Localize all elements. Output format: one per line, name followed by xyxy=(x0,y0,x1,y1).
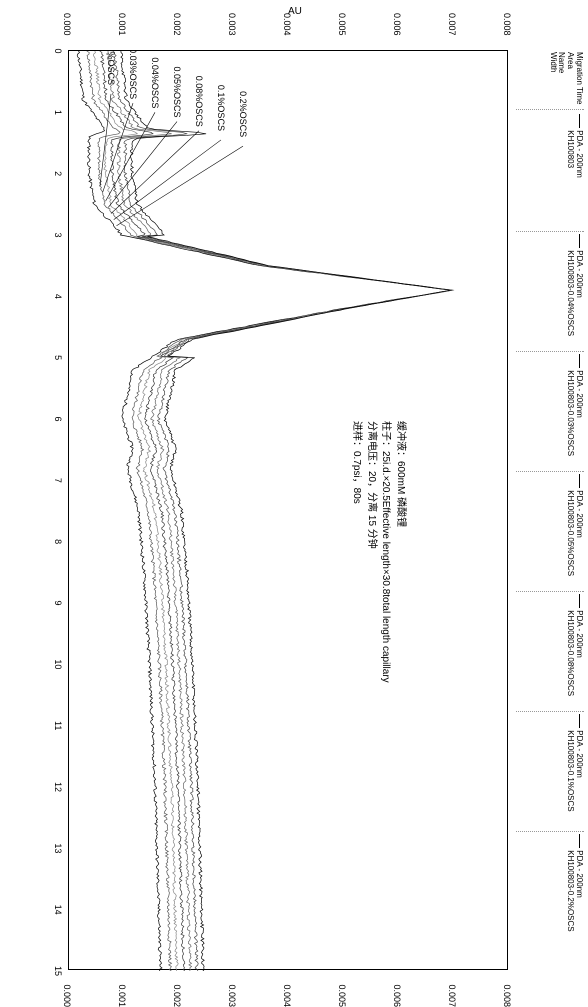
plot-svg: 0.2%OSCS 0.1%OSCS 0.08%OSCS 0.05%OSCS 0.04%O… xyxy=(67,51,507,971)
parameter-box: 缓冲液：600mM 磷酸锂 柱子：25i.d.×20.5Effective le… xyxy=(349,421,407,683)
x-tick-label: 1 xyxy=(53,110,63,115)
x-tick-label: 7 xyxy=(53,478,63,483)
y-tick-label-right: 0.006 xyxy=(392,984,402,1007)
x-tick-label: 0 xyxy=(53,48,63,53)
callout-label: 0.08%OSCS xyxy=(194,76,204,127)
callout-label: 0.04%OSCS xyxy=(150,57,160,108)
x-tick-label: 9 xyxy=(53,600,63,605)
meta-line: Migration Time xyxy=(574,52,583,107)
y-tick-label-left: 0.003 xyxy=(227,13,237,36)
meta-line: Width xyxy=(548,52,557,107)
legend-meta-left: Migration Time Area Name Width xyxy=(516,50,584,110)
y-tick-label-right: 0.002 xyxy=(172,984,182,1007)
legend-strip: Migration Time Area Name Width PDA - 200… xyxy=(514,50,584,970)
param-line: 缓冲液：600mM 磷酸锂 xyxy=(393,421,408,683)
y-tick-label-left: 0.007 xyxy=(447,13,457,36)
y-tick-label-right: 0.004 xyxy=(282,984,292,1007)
y-tick-label-left: 0.000 xyxy=(62,13,72,36)
param-line: 柱子：25i.d.×20.5Effective length×30.8total… xyxy=(378,421,393,683)
x-tick-label: 13 xyxy=(53,843,63,853)
x-tick-label: 14 xyxy=(53,905,63,915)
y-tick-label-left: 0.008 xyxy=(502,13,512,36)
chart-container: Migration Time Area Name Width PDA - 200… xyxy=(0,0,588,1000)
callout-label: 0.1%OSCS xyxy=(216,85,226,131)
y-tick-label-right: 0.008 xyxy=(502,984,512,1007)
plot-area: 0.2%OSCS 0.1%OSCS 0.08%OSCS 0.05%OSCS 0.04%O… xyxy=(68,50,508,970)
y-tick-label-left: 0.006 xyxy=(392,13,402,36)
x-tick-label: 2 xyxy=(53,171,63,176)
legend-group: PDA - 200nmKH100803-0.08%OSCS xyxy=(516,592,584,712)
x-tick-label: 11 xyxy=(53,721,63,730)
y-tick-label-right: 0.001 xyxy=(117,984,127,1007)
legend-group: PDA - 200nmKH100803-0.04%OSCS xyxy=(516,232,584,352)
y-tick-label-left: 0.002 xyxy=(172,13,182,36)
meta-line: Area xyxy=(565,52,574,107)
callout-label: 0.2%OSCS xyxy=(238,91,248,137)
y-tick-label-right: 0.003 xyxy=(227,984,237,1007)
callout-label: 0.0%OSCS xyxy=(106,51,116,85)
y-tick-label-right: 0.007 xyxy=(447,984,457,1007)
y-tick-label-left: 0.001 xyxy=(117,13,127,36)
callout-label: 0.05%OSCS xyxy=(172,67,182,118)
x-tick-label: 12 xyxy=(53,782,63,792)
y-axis-title-left: AU xyxy=(288,6,302,17)
x-tick-label: 4 xyxy=(53,294,63,299)
callout-label: 0.03%OSCS xyxy=(128,51,138,99)
meta-line: Name xyxy=(557,52,566,107)
y-tick-label-right: 0.000 xyxy=(62,984,72,1007)
y-tick-label-right: 0.005 xyxy=(337,984,347,1007)
legend-group: PDA - 200nmKH100803-0.2%OSCS xyxy=(516,832,584,952)
x-tick-label: 15 xyxy=(53,966,63,976)
legend-group: PDA - 200nmKH100803-0.03%OSCS xyxy=(516,352,584,472)
param-line: 进样：0.7psi，80s xyxy=(349,421,364,683)
legend-group: PDA - 200nmKH100803 xyxy=(516,112,584,232)
legend-group: PDA - 200nmKH100803-0.1%OSCS xyxy=(516,712,584,832)
x-tick-label: 3 xyxy=(53,232,63,237)
y-tick-label-left: 0.005 xyxy=(337,13,347,36)
legend-group: PDA - 200nmKH100803-0.05%OSCS xyxy=(516,472,584,592)
x-tick-label: 10 xyxy=(53,659,63,669)
x-tick-label: 5 xyxy=(53,355,63,360)
param-line: 分离电压：20，分离 15 分钟 xyxy=(364,421,379,683)
x-tick-label: 6 xyxy=(53,416,63,421)
x-tick-label: 8 xyxy=(53,539,63,544)
